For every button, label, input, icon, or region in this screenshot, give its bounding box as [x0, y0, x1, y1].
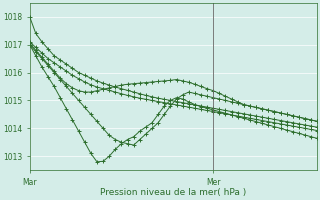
X-axis label: Pression niveau de la mer( hPa ): Pression niveau de la mer( hPa )	[100, 188, 247, 197]
